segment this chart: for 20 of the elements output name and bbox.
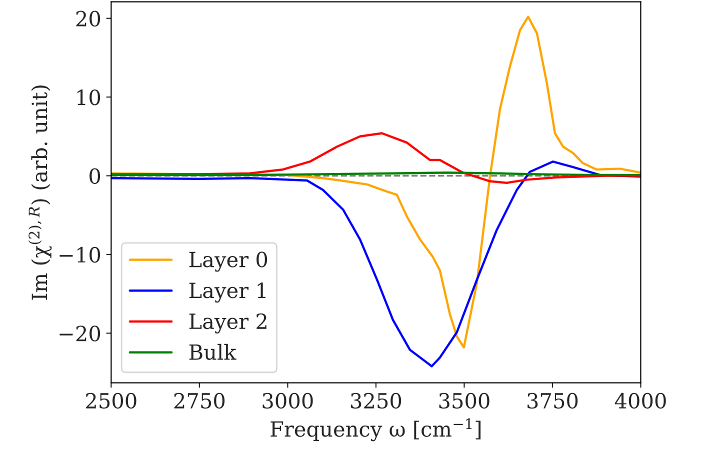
y-tick-label: 0 xyxy=(90,168,100,184)
legend-label: Layer 2 xyxy=(189,313,266,334)
x-tick-label: 3000 xyxy=(262,392,313,409)
line-series xyxy=(111,132,641,184)
x-tick-label: 3250 xyxy=(351,392,402,409)
x-tick-label: 2500 xyxy=(86,392,136,409)
x-tick-label: 2750 xyxy=(174,392,225,409)
legend-label: Layer 0 xyxy=(189,252,268,272)
y-tick-label: 10 xyxy=(77,90,100,106)
x-axis-title: Frequency ω [cm$^{−1}$] xyxy=(270,418,481,442)
x-tick-label: 3750 xyxy=(528,392,578,409)
legend-label: Layer 1 xyxy=(189,282,266,303)
x-tick-label: 3500 xyxy=(439,392,490,409)
y-tick-label: 20 xyxy=(76,10,100,27)
legend-label: Bulk xyxy=(189,344,236,360)
line-series xyxy=(111,160,641,368)
y-tick-label: −10 xyxy=(60,246,100,263)
x-tick-label: 4000 xyxy=(614,392,666,409)
y-axis-title: Im (χ$^{(2),R}$) (arb. unit) xyxy=(28,86,52,300)
y-tick-label: −20 xyxy=(60,326,100,342)
